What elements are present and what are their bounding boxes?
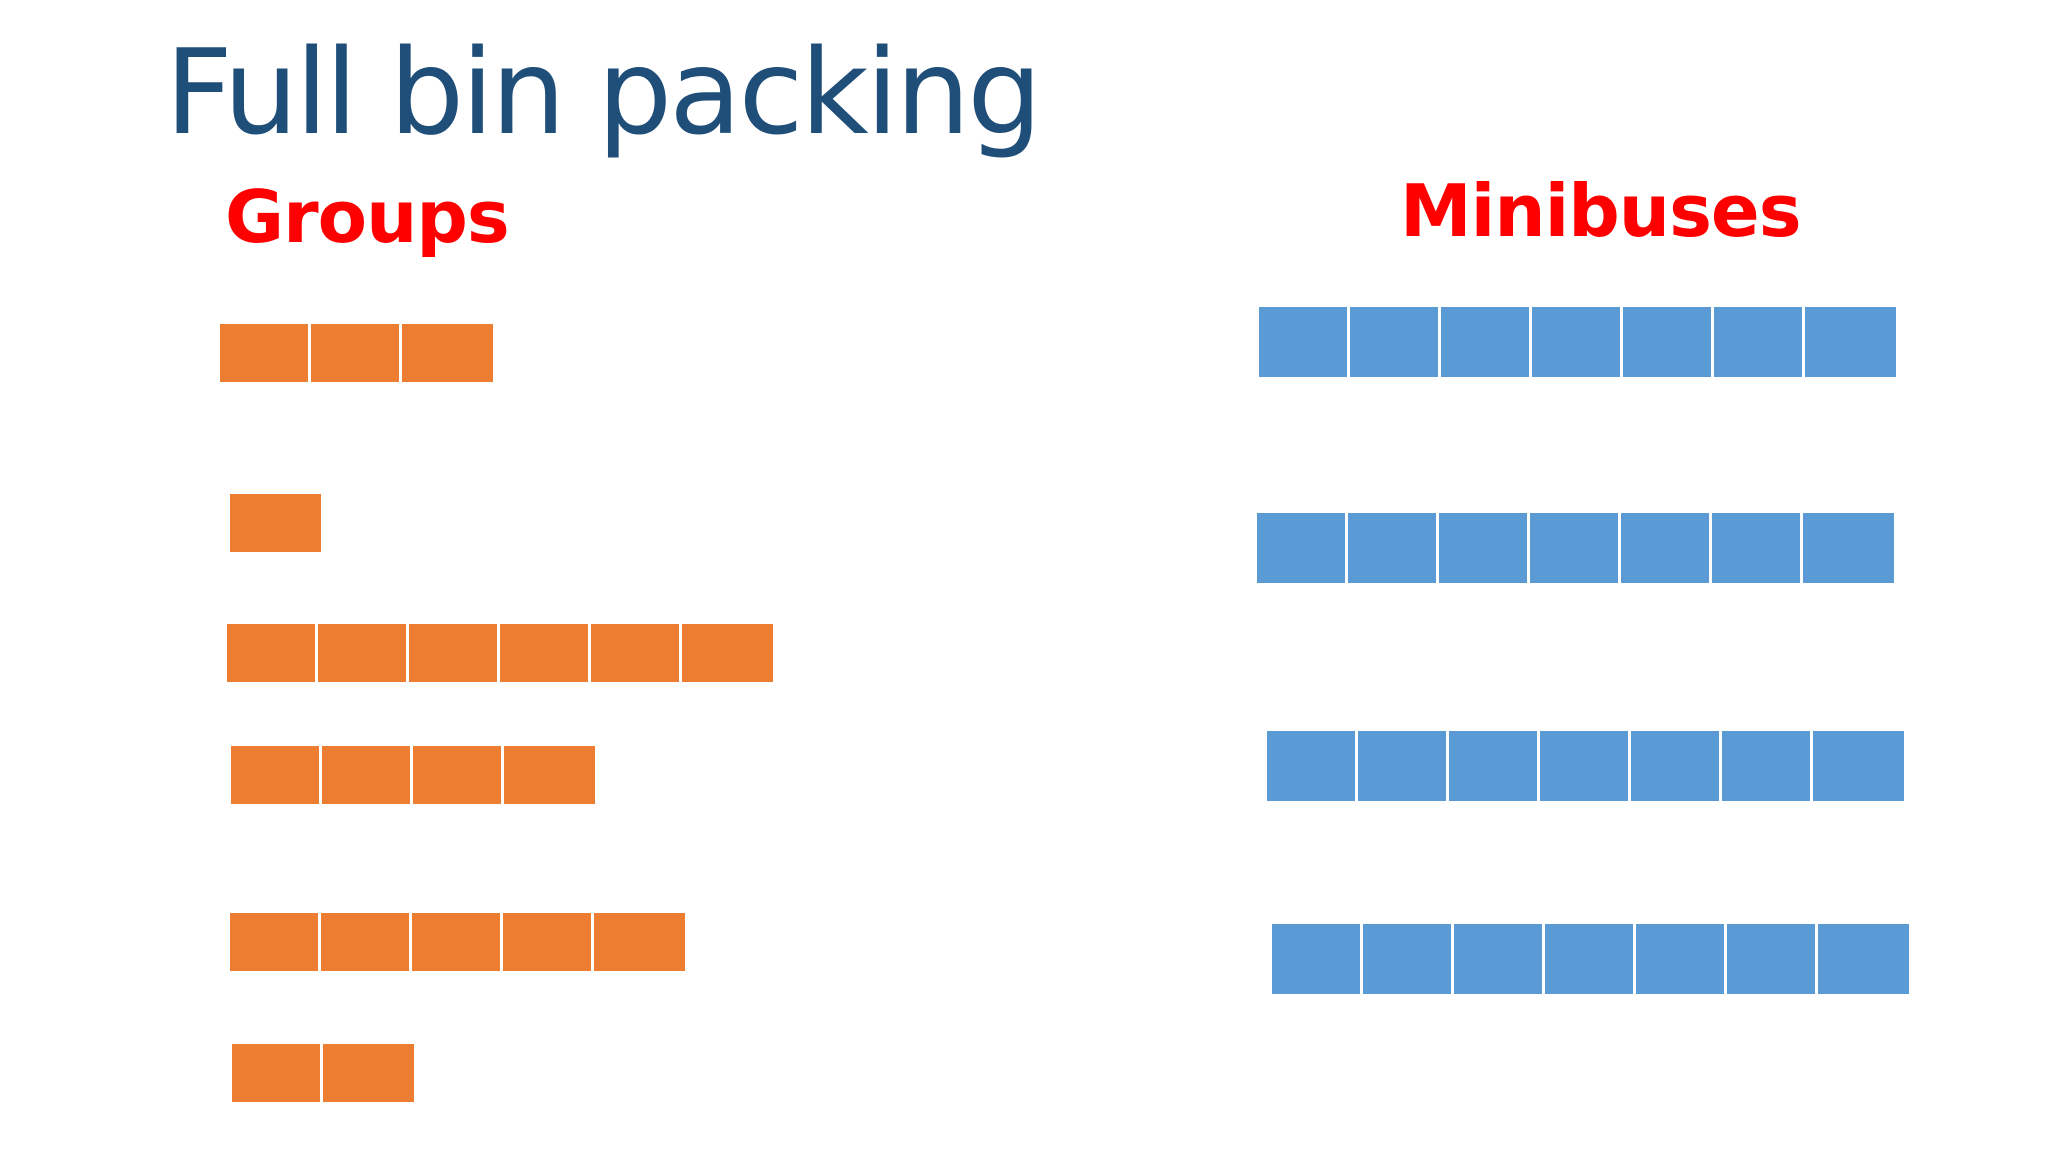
minibus-seat [1358, 731, 1449, 801]
group-bar-5 [230, 913, 685, 971]
minibus-seat [1530, 513, 1621, 583]
minibus-seat [1636, 924, 1727, 994]
minibus-seat [1621, 513, 1712, 583]
minibus-seat [1439, 513, 1530, 583]
minibus-seat [1454, 924, 1545, 994]
slide-title: Full bin packing [165, 23, 1042, 161]
minibus-seat [1350, 307, 1441, 377]
minibus-seat [1623, 307, 1714, 377]
group-bar-3 [227, 624, 773, 682]
group-seat [311, 324, 402, 382]
group-bar-6 [232, 1044, 414, 1102]
minibus-bar-3 [1267, 731, 1904, 801]
minibus-seat [1363, 924, 1454, 994]
group-seat [682, 624, 773, 682]
group-seat [402, 324, 493, 382]
minibus-seat [1257, 513, 1348, 583]
group-seat [232, 1044, 323, 1102]
minibuses-heading: Minibuses [1400, 169, 1802, 253]
group-seat [413, 746, 504, 804]
group-seat [220, 324, 311, 382]
group-seat [230, 494, 321, 552]
group-seat [409, 624, 500, 682]
minibus-seat [1712, 513, 1803, 583]
minibus-bar-4 [1272, 924, 1909, 994]
group-seat [500, 624, 591, 682]
minibus-seat [1722, 731, 1813, 801]
minibus-seat [1805, 307, 1896, 377]
group-seat [321, 913, 412, 971]
group-seat [318, 624, 409, 682]
group-seat [323, 1044, 414, 1102]
minibus-bar-1 [1259, 307, 1896, 377]
group-seat [231, 746, 322, 804]
group-bar-2 [230, 494, 321, 552]
group-seat [503, 913, 594, 971]
group-seat [412, 913, 503, 971]
group-seat [504, 746, 595, 804]
minibus-seat [1727, 924, 1818, 994]
minibus-seat [1348, 513, 1439, 583]
minibus-bar-2 [1257, 513, 1894, 583]
minibus-seat [1813, 731, 1904, 801]
group-seat [594, 913, 685, 971]
group-seat [591, 624, 682, 682]
group-seat [322, 746, 413, 804]
minibus-seat [1803, 513, 1894, 583]
group-seat [230, 913, 321, 971]
minibus-seat [1259, 307, 1350, 377]
minibus-seat [1532, 307, 1623, 377]
minibus-seat [1714, 307, 1805, 377]
groups-heading: Groups [225, 175, 510, 259]
minibus-seat [1272, 924, 1363, 994]
group-bar-4 [231, 746, 595, 804]
minibus-seat [1818, 924, 1909, 994]
minibus-seat [1631, 731, 1722, 801]
minibus-seat [1540, 731, 1631, 801]
group-bar-1 [220, 324, 493, 382]
minibus-seat [1267, 731, 1358, 801]
group-seat [227, 624, 318, 682]
minibus-seat [1449, 731, 1540, 801]
minibus-seat [1441, 307, 1532, 377]
minibus-seat [1545, 924, 1636, 994]
